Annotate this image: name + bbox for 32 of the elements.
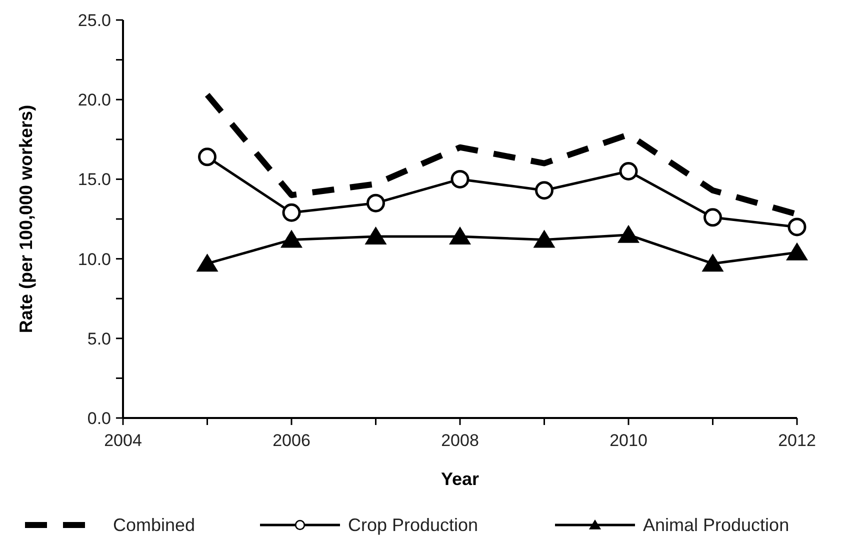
point (704, 208, 722, 227)
point (788, 218, 806, 236)
point (364, 226, 387, 245)
y-tick-label: 0.0 (87, 408, 111, 428)
legend-label: Animal Production (643, 515, 790, 535)
y-tick-label: 25.0 (78, 10, 111, 30)
point (198, 148, 216, 166)
y-tick-label: 20.0 (78, 90, 111, 110)
point (786, 242, 808, 260)
x-tick-label: 2012 (778, 431, 816, 450)
legend-label: Combined (113, 515, 196, 535)
point (280, 230, 302, 248)
point (282, 203, 301, 222)
legend-label: Crop Production (348, 515, 478, 535)
point (535, 181, 554, 200)
y-tick-label: 5.0 (87, 329, 111, 348)
y-tick-label: 15.0 (78, 170, 111, 190)
x-tick-label: 2010 (610, 431, 648, 450)
x-tick-label: 2006 (272, 431, 310, 450)
point (450, 170, 470, 188)
y-tick-label: 10.0 (78, 250, 111, 269)
x-axis-title: Year (440, 469, 480, 489)
point (619, 162, 638, 180)
point (618, 224, 640, 243)
point (702, 254, 724, 272)
point (533, 230, 556, 248)
x-tick-label: 2004 (104, 431, 142, 450)
x-tick-label: 2008 (441, 431, 479, 450)
y-axis-title: Rate (per 100,000 workers) (16, 104, 36, 334)
point (449, 226, 471, 245)
point (196, 254, 218, 272)
point (366, 194, 385, 212)
